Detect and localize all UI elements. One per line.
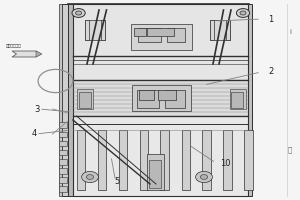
Bar (167, 28, 184, 42)
Bar (76, 89, 93, 109)
Bar (140, 130, 148, 190)
Bar (248, 4, 252, 196)
Bar (85, 20, 105, 40)
Bar (210, 20, 214, 40)
Bar (58, 150, 67, 155)
Text: 10: 10 (220, 158, 231, 168)
Bar (132, 85, 190, 111)
Bar (149, 160, 161, 188)
Bar (165, 90, 184, 108)
Bar (58, 132, 67, 137)
Bar (79, 92, 91, 108)
Bar (210, 20, 230, 40)
Text: 2: 2 (268, 68, 274, 76)
Bar (73, 4, 248, 80)
Bar (244, 130, 253, 190)
Polygon shape (12, 51, 40, 57)
Bar (160, 130, 169, 190)
Circle shape (82, 171, 98, 183)
Bar (138, 28, 160, 42)
Bar (62, 4, 68, 196)
Polygon shape (36, 51, 42, 57)
Text: 5: 5 (114, 176, 119, 186)
Bar (68, 4, 73, 196)
Bar (158, 90, 176, 100)
Bar (58, 168, 67, 174)
Bar (182, 130, 190, 190)
Text: i: i (290, 29, 292, 35)
Bar (98, 130, 106, 190)
Bar (58, 122, 67, 128)
Bar (202, 130, 211, 190)
Bar (58, 177, 67, 183)
Bar (68, 4, 249, 196)
Bar (224, 130, 232, 190)
Circle shape (76, 11, 82, 15)
Bar (59, 4, 62, 196)
Circle shape (72, 9, 85, 17)
Bar (101, 20, 105, 40)
Bar (134, 28, 146, 36)
Bar (58, 159, 67, 165)
Bar (58, 141, 67, 146)
Circle shape (236, 9, 250, 17)
Bar (139, 90, 154, 100)
Bar (73, 116, 248, 196)
Bar (118, 130, 127, 190)
Bar (136, 90, 159, 108)
Circle shape (240, 11, 246, 15)
Bar (231, 92, 243, 108)
Bar (58, 186, 67, 192)
Bar (73, 80, 248, 116)
Bar (85, 20, 89, 40)
Bar (147, 28, 174, 36)
Text: 4: 4 (32, 130, 37, 138)
Circle shape (200, 175, 208, 179)
Text: 1: 1 (268, 15, 274, 23)
Bar (230, 89, 246, 109)
Circle shape (196, 171, 212, 183)
Bar (76, 130, 85, 190)
Circle shape (86, 175, 94, 179)
Text: 柱子侵入方向: 柱子侵入方向 (6, 44, 22, 48)
Bar (226, 20, 230, 40)
Bar (147, 154, 164, 190)
Bar (130, 24, 192, 50)
Text: 3: 3 (34, 104, 40, 114)
Text: 局: 局 (288, 147, 292, 153)
